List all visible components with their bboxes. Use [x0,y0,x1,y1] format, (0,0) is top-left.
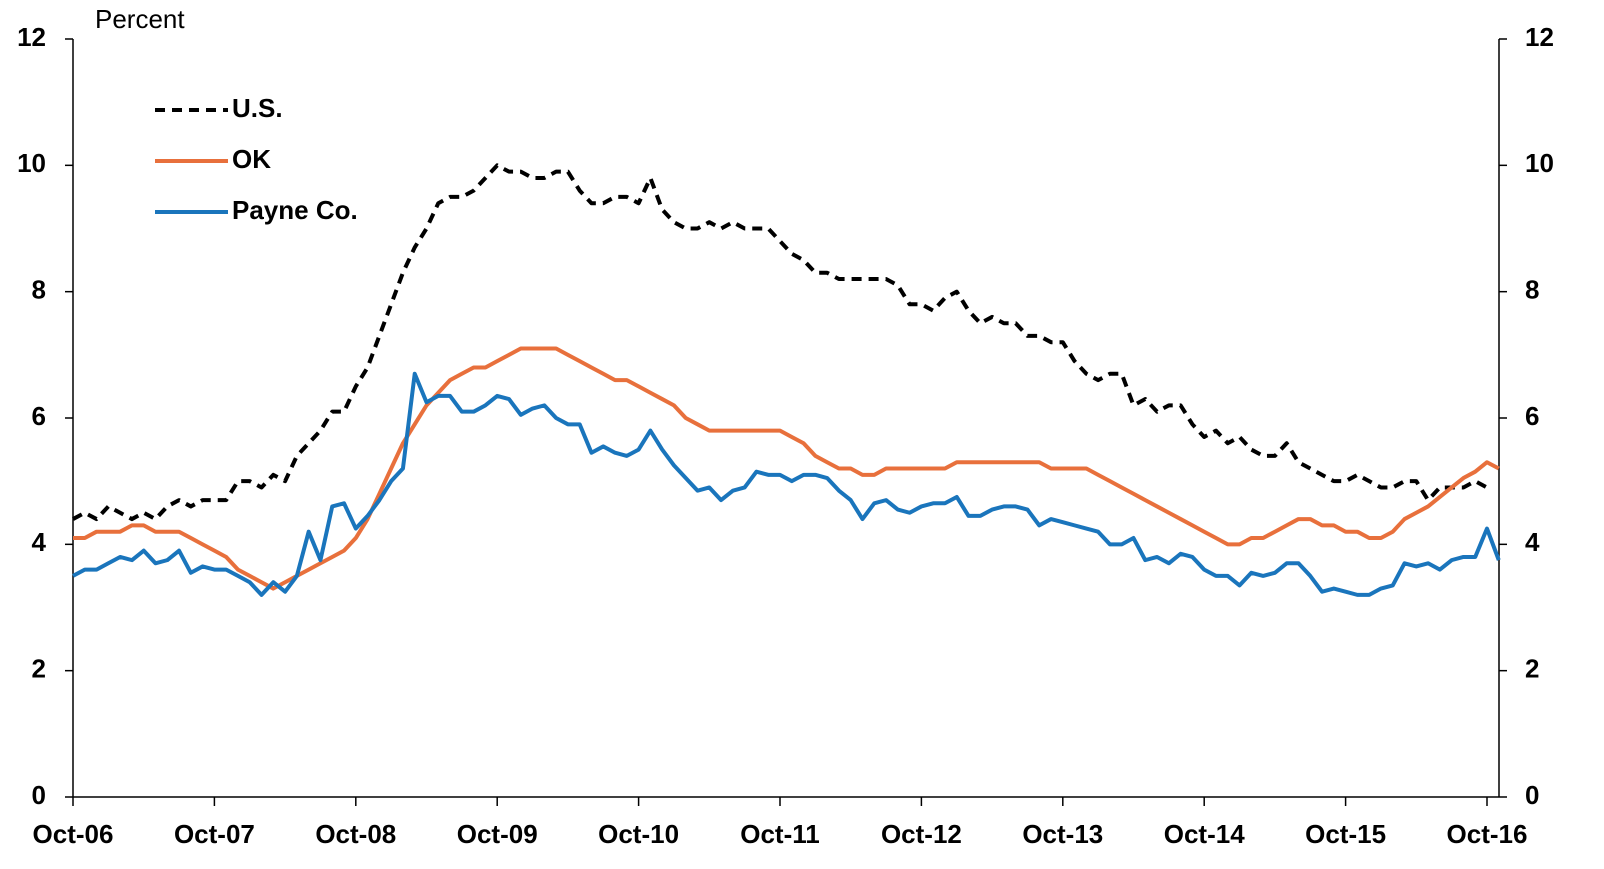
y-tick-label: 0 [32,780,46,810]
x-tick-label: Oct-15 [1305,819,1386,849]
y2-tick-label: 12 [1525,22,1554,52]
line-series [73,346,1500,591]
y2-tick-label: 0 [1525,780,1539,810]
y-tick-label: 10 [17,148,46,178]
x-tick-label: Oct-16 [1447,819,1528,849]
x-tick-label: Oct-08 [315,819,396,849]
x-tick-label: Oct-12 [881,819,962,849]
y-tick-label: 4 [32,527,47,557]
y2-tick-label: 10 [1525,148,1554,178]
legend-label: Payne Co. [232,195,358,225]
legend-label: OK [232,144,271,174]
y-tick-label: 8 [32,275,46,305]
x-tick-label: Oct-07 [174,819,255,849]
x-tick-label: Oct-10 [598,819,679,849]
y2-tick-label: 6 [1525,401,1539,431]
y2-tick-label: 2 [1525,654,1539,684]
y2-tick-label: 8 [1525,275,1539,305]
line-series [72,371,1501,597]
legend-label: U.S. [232,93,283,123]
x-tick-label: Oct-09 [457,819,538,849]
x-tick-label: Oct-11 [740,819,820,849]
x-tick-label: Oct-06 [33,819,114,849]
x-tick-label: Oct-14 [1164,819,1245,849]
y-tick-label: 12 [17,22,46,52]
y-tick-label: 2 [32,654,46,684]
y2-tick-label: 4 [1525,527,1540,557]
y-tick-label: 6 [32,401,46,431]
x-tick-label: Oct-13 [1022,819,1103,849]
y-axis-label: Percent [95,4,185,34]
